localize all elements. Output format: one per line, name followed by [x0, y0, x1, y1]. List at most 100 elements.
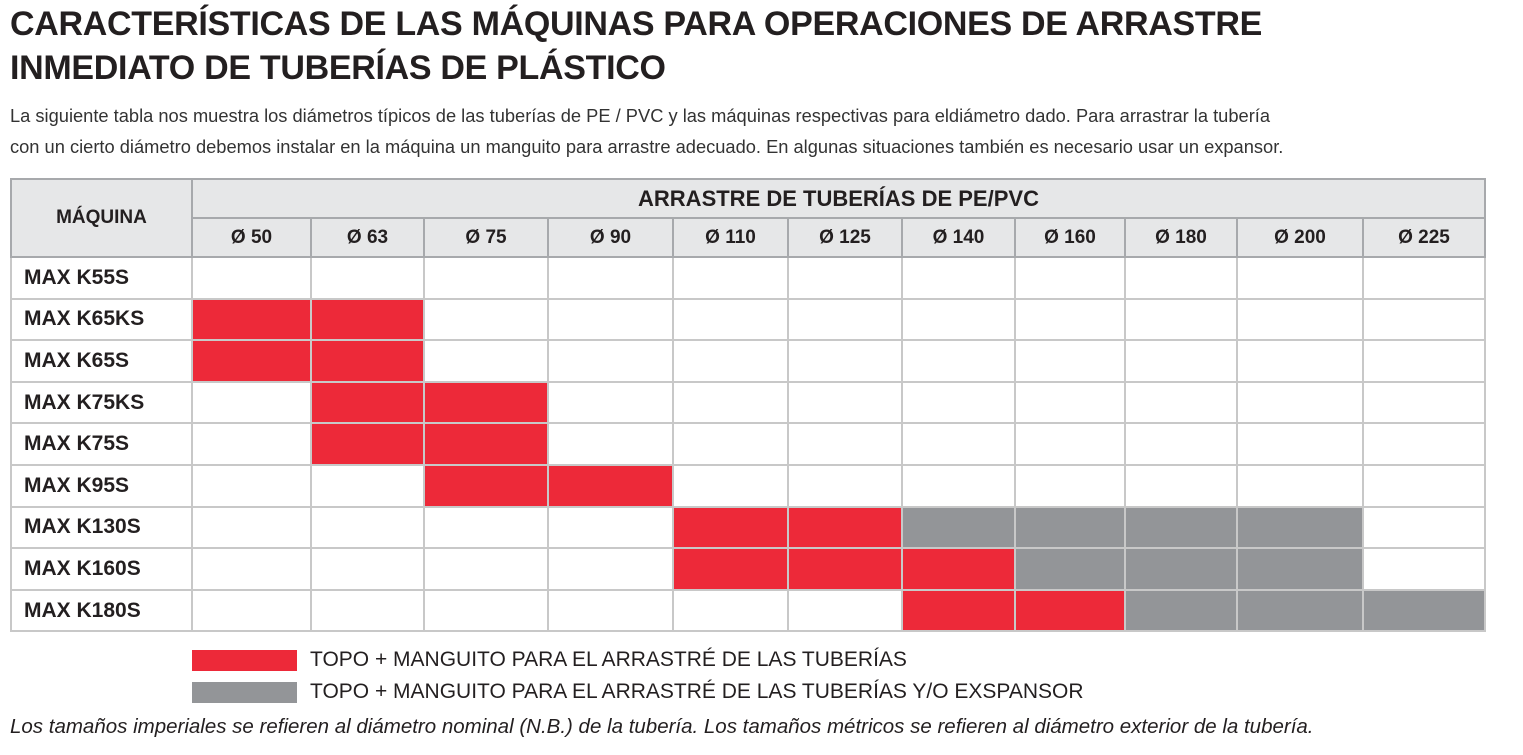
machine-name: MAX K65KS [10, 297, 193, 342]
table-row: MAX K65S [10, 339, 1486, 383]
cell-empty [1362, 547, 1486, 591]
cell-empty [547, 256, 674, 300]
cell-empty [191, 380, 312, 425]
cell-red [310, 380, 425, 425]
cell-empty [901, 380, 1016, 425]
legend-item-gray: TOPO + MANGUITO PARA EL ARRASTRÉ DE LAS … [192, 680, 1084, 704]
table-row: MAX K95S [10, 463, 1486, 508]
diameter-header: Ø 110 [672, 217, 789, 258]
cell-empty [547, 588, 674, 633]
cell-empty [1014, 297, 1126, 342]
cell-empty [547, 547, 674, 591]
diameter-header: Ø 125 [787, 217, 903, 258]
cell-empty [423, 588, 549, 633]
cell-empty [547, 380, 674, 425]
cell-empty [1124, 422, 1238, 466]
cell-empty [901, 339, 1016, 383]
machine-name: MAX K75S [10, 422, 193, 466]
cell-empty [1236, 463, 1364, 508]
cell-empty [1124, 297, 1238, 342]
cell-empty [1362, 380, 1486, 425]
intro-line: La siguiente tabla nos muestra los diáme… [10, 105, 1271, 126]
cell-empty [901, 463, 1016, 508]
cell-gray [1362, 588, 1486, 633]
cell-empty [672, 422, 789, 466]
diameter-header: Ø 90 [547, 217, 674, 258]
machine-name: MAX K65S [10, 339, 193, 383]
cell-empty [191, 463, 312, 508]
cell-empty [191, 588, 312, 633]
cell-empty [1236, 380, 1364, 425]
cell-red [310, 422, 425, 466]
cell-empty [1362, 297, 1486, 342]
diameter-header: Ø 200 [1236, 217, 1364, 258]
cell-red [1014, 588, 1126, 633]
cell-empty [672, 463, 789, 508]
cell-empty [310, 547, 425, 591]
cell-gray [1014, 547, 1126, 591]
cell-red [547, 463, 674, 508]
cell-empty [1236, 256, 1364, 300]
machine-compatibility-table: MÁQUINA ARRASTRE DE TUBERÍAS DE PE/PVC Ø… [10, 178, 1486, 633]
legend-label: TOPO + MANGUITO PARA EL ARRASTRÉ DE LAS … [310, 680, 1084, 703]
cell-empty [1362, 422, 1486, 466]
machine-header: MÁQUINA [10, 178, 193, 258]
cell-gray [1014, 505, 1126, 550]
cell-empty [547, 339, 674, 383]
cell-empty [547, 297, 674, 342]
table-row: MAX K75S [10, 422, 1486, 466]
cell-empty [672, 297, 789, 342]
cell-empty [672, 588, 789, 633]
table-row: MAX K75KS [10, 380, 1486, 425]
cell-empty [310, 463, 425, 508]
cell-empty [423, 547, 549, 591]
cell-empty [787, 256, 903, 300]
cell-empty [1236, 339, 1364, 383]
cell-red [423, 463, 549, 508]
cell-empty [901, 297, 1016, 342]
cell-empty [901, 422, 1016, 466]
cell-red [787, 547, 903, 591]
cell-empty [1014, 463, 1126, 508]
cell-empty [310, 256, 425, 300]
cell-empty [787, 422, 903, 466]
cell-empty [1014, 339, 1126, 383]
cell-red [191, 339, 312, 383]
cell-empty [1362, 339, 1486, 383]
cell-empty [787, 463, 903, 508]
cell-empty [901, 256, 1016, 300]
legend-item-red: TOPO + MANGUITO PARA EL ARRASTRÉ DE LAS … [192, 648, 907, 672]
cell-empty [1124, 339, 1238, 383]
table-row: MAX K180S [10, 588, 1486, 633]
cell-empty [423, 297, 549, 342]
cell-empty [787, 297, 903, 342]
cell-red [672, 505, 789, 550]
cell-red [423, 380, 549, 425]
table-row: MAX K55S [10, 256, 1486, 300]
table-row: MAX K130S [10, 505, 1486, 550]
cell-red [423, 422, 549, 466]
cell-empty [191, 505, 312, 550]
cell-gray [1236, 547, 1364, 591]
cell-empty [787, 380, 903, 425]
cell-empty [310, 588, 425, 633]
footnote: Los tamaños imperiales se refieren al di… [10, 715, 1314, 738]
diameter-header: Ø 140 [901, 217, 1016, 258]
cell-empty [672, 256, 789, 300]
cell-red [310, 297, 425, 342]
cell-red [191, 297, 312, 342]
cell-empty [1362, 505, 1486, 550]
cell-empty [1236, 422, 1364, 466]
cell-gray [1124, 547, 1238, 591]
cell-red [787, 505, 903, 550]
cell-gray [1124, 588, 1238, 633]
cell-empty [1014, 380, 1126, 425]
cell-empty [787, 588, 903, 633]
cell-empty [191, 256, 312, 300]
machine-name: MAX K55S [10, 256, 193, 300]
diameter-header: Ø 225 [1362, 217, 1486, 258]
diameter-header: Ø 160 [1014, 217, 1126, 258]
cell-empty [423, 256, 549, 300]
machine-name: MAX K180S [10, 588, 193, 633]
legend-swatch-gray [192, 681, 297, 703]
